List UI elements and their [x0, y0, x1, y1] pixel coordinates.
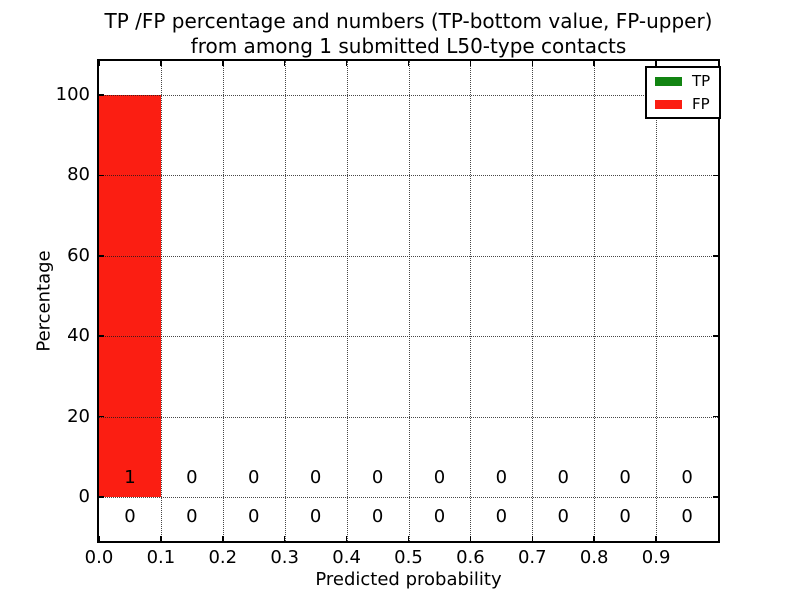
chart-title-line1: TP /FP percentage and numbers (TP-bottom…	[104, 9, 713, 33]
xtick-label-0.4: 0.4	[332, 547, 361, 568]
ytick-mark-left	[99, 335, 104, 337]
legend-label-tp: TP	[692, 72, 711, 90]
xtick-label-0.3: 0.3	[270, 547, 299, 568]
ytick-label-60: 60	[67, 244, 90, 266]
xtick-mark-bottom	[222, 536, 224, 541]
xtick-mark-top	[593, 61, 595, 66]
xtick-mark-top	[283, 61, 286, 66]
count-fp-bin1: 0	[186, 467, 198, 488]
xtick-mark-bottom	[283, 536, 286, 541]
bars-layer	[99, 61, 718, 541]
ytick-mark-left	[99, 496, 104, 498]
count-fp-bin7: 0	[557, 467, 569, 488]
xtick-mark-top	[98, 61, 100, 66]
ytick-label-40: 40	[67, 325, 90, 347]
gridline-x-0.3	[284, 61, 286, 541]
xtick-mark-top	[407, 61, 410, 66]
xtick-mark-bottom	[469, 536, 472, 541]
xtick-label-0.7: 0.7	[517, 547, 547, 568]
xtick-label-0.9: 0.9	[641, 547, 671, 568]
ytick-label-20: 20	[67, 405, 90, 427]
legend-swatch-fp-icon	[655, 99, 682, 109]
x-axis-label: Predicted probability	[315, 569, 502, 590]
gridline-x-0.7	[532, 61, 534, 541]
count-tp-bin5: 0	[433, 506, 446, 527]
ticks-layer	[98, 61, 718, 541]
xtick-mark-top	[531, 61, 534, 66]
xtick-mark-top	[655, 61, 657, 66]
ytick-mark-right	[713, 174, 718, 177]
count-tp-bin7: 0	[557, 506, 569, 527]
gridline-x-0.6	[470, 61, 472, 541]
gridline-x-0.5	[408, 61, 410, 541]
count-fp-bin2: 0	[248, 467, 260, 488]
ytick-label-80: 80	[67, 164, 90, 186]
xtick-label-0.6: 0.6	[456, 547, 485, 568]
xtick-mark-bottom	[593, 536, 595, 541]
count-fp-bin0: 1	[124, 467, 136, 488]
count-fp-bin8: 0	[619, 467, 631, 488]
ytick-mark-left	[99, 94, 104, 96]
bar-fp-bin0	[99, 95, 161, 497]
count-tp-bin4: 0	[371, 506, 384, 527]
xtick-mark-top	[345, 61, 348, 66]
xtick-label-0.2: 0.2	[208, 547, 238, 568]
count-tp-bin3: 0	[309, 506, 322, 527]
xtick-label-0.0: 0.0	[84, 547, 114, 568]
count-tp-bin6: 0	[495, 506, 508, 527]
grid-layer	[99, 61, 718, 541]
count-tp-bin9: 0	[681, 506, 693, 527]
xtick-mark-top	[222, 61, 224, 66]
ytick-mark-left	[99, 174, 104, 177]
bar-count-labels-layer: 0 0 0 0 0 0 0 0 0 0 1 0 0 0 0 0 0 0 0 0	[99, 61, 718, 541]
xtick-label-0.1: 0.1	[146, 547, 176, 568]
xtick-mark-top	[160, 61, 162, 66]
gridline-x-0.1	[160, 61, 162, 541]
legend-swatch-tp-icon	[655, 76, 682, 86]
gridline-x-0.2	[222, 61, 224, 541]
count-tp-bin1: 0	[186, 506, 198, 527]
ytick-label-100: 100	[55, 84, 90, 105]
xtick-mark-bottom	[345, 536, 348, 541]
chart-title: TP /FP percentage and numbers (TP-bottom…	[97, 9, 720, 59]
legend: TP FP	[645, 66, 722, 119]
count-fp-bin6: 0	[495, 467, 508, 488]
count-tp-bin2: 0	[248, 506, 260, 527]
xtick-mark-bottom	[655, 536, 657, 541]
count-fp-bin9: 0	[681, 467, 693, 488]
ytick-label-0: 0	[78, 486, 90, 507]
plot-area: 0 0 0 0 0 0 0 0 0 0 1 0 0 0 0 0 0 0 0 0	[97, 59, 720, 543]
xtick-mark-bottom	[531, 536, 534, 541]
count-fp-bin5: 0	[433, 467, 446, 488]
count-fp-bin3: 0	[309, 467, 322, 488]
legend-item-tp: TP	[655, 73, 710, 89]
count-fp-bin4: 0	[371, 467, 384, 488]
ytick-mark-right	[713, 496, 718, 498]
ytick-mark-right	[713, 255, 718, 257]
xtick-mark-bottom	[98, 536, 100, 541]
ytick-mark-left	[99, 415, 104, 418]
xtick-label-0.8: 0.8	[579, 547, 609, 568]
gridline-x-0.8	[594, 61, 596, 541]
xtick-label-0.5: 0.5	[394, 547, 423, 568]
legend-item-fp: FP	[655, 96, 710, 112]
ytick-mark-left	[99, 255, 104, 257]
gridline-x-0.4	[346, 61, 348, 541]
xtick-mark-bottom	[407, 536, 410, 541]
chart-title-line2: from among 1 submitted L50-type contacts	[190, 34, 627, 58]
legend-label-fp: FP	[692, 95, 710, 113]
ytick-mark-right	[713, 335, 718, 337]
gridline-x-0.9	[656, 61, 658, 541]
xtick-mark-bottom	[160, 536, 162, 541]
count-tp-bin0: 0	[124, 506, 136, 527]
count-tp-bin8: 0	[619, 506, 631, 527]
xtick-mark-top	[469, 61, 472, 66]
ytick-mark-right	[713, 415, 718, 418]
